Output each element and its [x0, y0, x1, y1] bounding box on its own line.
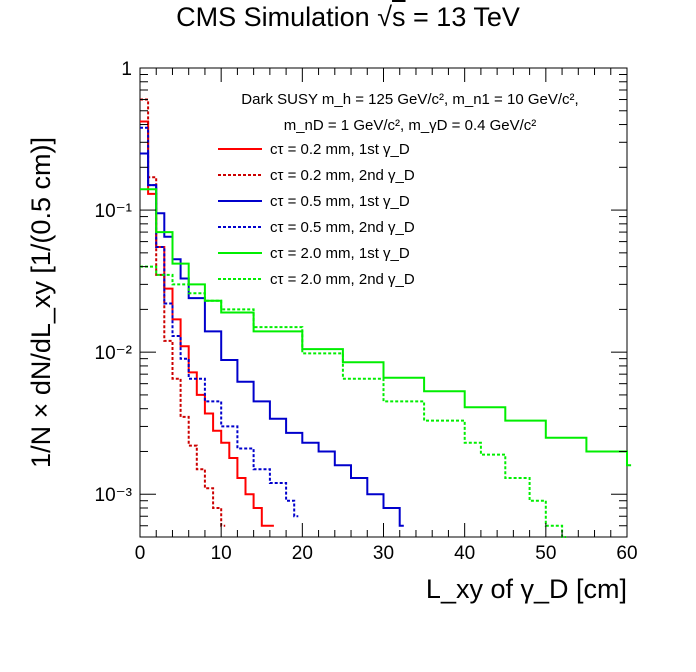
legend-header-line-2: m_nD = 1 GeV/c², m_γD = 0.4 GeV/c²: [284, 117, 537, 134]
title-sqrt-symbol: √: [377, 2, 393, 32]
legend-entry-4: cτ = 0.5 mm, 2nd γ_D: [270, 219, 415, 236]
y-tick-label: 10⁻²: [95, 343, 133, 364]
series-line-2: [140, 98, 226, 527]
axes: 0 10 20 30 40 50 60 10⁻³ 10⁻² 10⁻¹ 1 L_xy of γ_D [c…: [26, 59, 638, 604]
x-tick-label: 20: [292, 543, 313, 564]
series-line-3: [140, 152, 404, 527]
title-suffix: = 13 TeV: [405, 2, 520, 32]
legend-entry-1: cτ = 0.2 mm, 1st γ_D: [270, 141, 410, 158]
x-tick-label: 40: [454, 543, 475, 564]
series-line-4: [140, 126, 299, 518]
legend-header-line-1: Dark SUSY m_h = 125 GeV/c², m_n1 = 10 Ge…: [241, 91, 578, 108]
legend-entry-5: cτ = 2.0 mm, 1st γ_D: [270, 245, 410, 262]
legend-entry-2: cτ = 0.2 mm, 2nd γ_D: [270, 167, 415, 184]
series-line-6: [140, 265, 567, 538]
legend-entry-6: cτ = 2.0 mm, 2nd γ_D: [270, 271, 415, 288]
legend: Dark SUSY m_h = 125 GeV/c², m_n1 = 10 Ge…: [218, 91, 579, 288]
x-tick-label: 60: [616, 543, 637, 564]
x-tick-label: 0: [135, 543, 146, 564]
x-tick-label: 10: [211, 543, 232, 564]
title-s: s: [392, 2, 406, 32]
x-tick-label: 30: [373, 543, 394, 564]
y-axis-label: 1/N × dN/dL_xy [1/(0.5 cm)]: [26, 137, 56, 468]
y-tick-label: 1: [121, 59, 132, 80]
x-axis-label: L_xy of γ_D [cm]: [426, 574, 627, 604]
series-lines: [140, 98, 632, 538]
title-prefix: CMS Simulation: [176, 2, 370, 32]
x-tick-label: 50: [535, 543, 556, 564]
chart-title: CMS Simulation √s = 13 TeV: [0, 2, 696, 33]
plot-frame-rect: [139, 67, 628, 538]
y-tick-label: 10⁻¹: [95, 201, 133, 222]
plot-frame: [139, 67, 628, 538]
legend-entry-3: cτ = 0.5 mm, 1st γ_D: [270, 193, 410, 210]
y-tick-label: 10⁻³: [95, 485, 133, 506]
